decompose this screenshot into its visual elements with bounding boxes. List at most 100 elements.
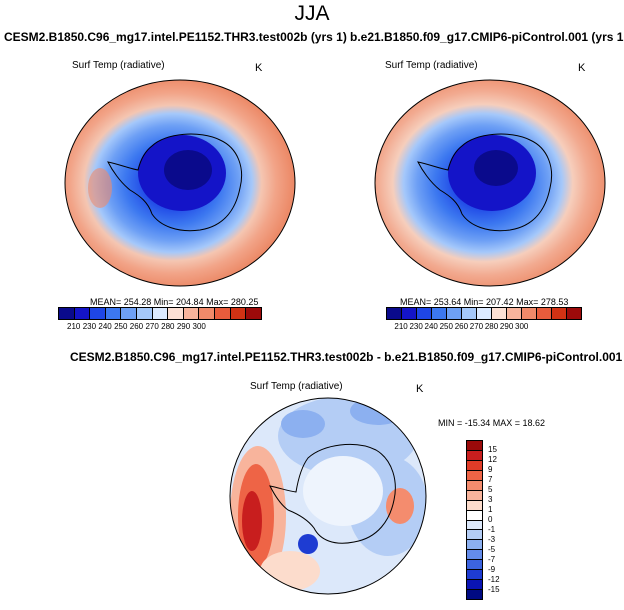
colorbar-swatch bbox=[387, 308, 402, 319]
colorbar-swatch bbox=[467, 480, 482, 491]
colorbar-swatch bbox=[417, 308, 432, 319]
colorbar-tick-label: 300 bbox=[515, 322, 529, 331]
colorbar-swatch bbox=[492, 308, 507, 319]
colorbar-tick-label: 1 bbox=[488, 505, 493, 514]
panel2-polar-map bbox=[374, 79, 606, 287]
panel3-antarctica-coastline bbox=[269, 444, 396, 544]
panel2-units: K bbox=[578, 62, 586, 74]
panel3-colorbar bbox=[466, 440, 483, 600]
colorbar-tick-label: 270 bbox=[145, 322, 159, 331]
colorbar-tick-label: 230 bbox=[82, 322, 97, 331]
colorbar-swatch bbox=[199, 308, 216, 319]
colorbar-tick-label: 300 bbox=[192, 322, 206, 331]
colorbar-tick-label: 240 bbox=[424, 322, 438, 331]
figure-title: JJA bbox=[294, 2, 330, 25]
colorbar-tick-label: -5 bbox=[488, 545, 496, 554]
colorbar-tick-label: 230 bbox=[409, 322, 423, 331]
panel1-antarctica-coastline bbox=[107, 133, 243, 232]
colorbar-swatch bbox=[121, 308, 138, 319]
colorbar-swatch bbox=[90, 308, 106, 319]
colorbar-swatch bbox=[467, 500, 482, 511]
colorbar-tick-label: 240 bbox=[98, 322, 112, 331]
colorbar-swatch bbox=[59, 308, 75, 319]
colorbar-swatch bbox=[168, 308, 184, 319]
colorbar-swatch bbox=[467, 580, 482, 591]
colorbar-swatch bbox=[467, 530, 482, 541]
colorbar-tick-label: 280 bbox=[484, 322, 499, 331]
colorbar-swatch bbox=[567, 308, 581, 319]
colorbar-swatch bbox=[183, 308, 200, 319]
colorbar-tick-label: 270 bbox=[469, 322, 484, 331]
colorbar-swatch bbox=[215, 308, 231, 319]
colorbar-swatch bbox=[230, 308, 247, 319]
colorbar-swatch bbox=[105, 308, 122, 319]
panel3-colorbar-ticks: 15 12 9 7 5 3 1 0 -1 -3 -5 -7 -9 -12 -15 bbox=[466, 440, 506, 600]
panel3-stats: MIN = -15.34 MAX = 18.62 bbox=[438, 418, 546, 428]
panel3-variable-label: Surf Temp (radiative) bbox=[250, 381, 343, 392]
panel1-polar-map bbox=[64, 79, 296, 287]
colorbar-swatch bbox=[447, 308, 462, 319]
colorbar-tick-label: 290 bbox=[176, 322, 191, 331]
panel1-map-border bbox=[64, 79, 296, 287]
colorbar-swatch bbox=[74, 308, 91, 319]
colorbar-tick-label: 260 bbox=[129, 322, 144, 331]
colorbar-tick-label: 5 bbox=[488, 485, 493, 494]
colorbar-swatch bbox=[467, 510, 482, 521]
colorbar-swatch bbox=[467, 560, 482, 571]
panel2-colorbar-ticks: 210 230 240 250 260 270 280 290 300 bbox=[386, 322, 582, 334]
colorbar-swatch bbox=[467, 470, 482, 481]
colorbar-swatch bbox=[467, 490, 482, 501]
colorbar-tick-label: 15 bbox=[488, 445, 497, 454]
colorbar-swatch bbox=[522, 308, 537, 319]
panel1-variable-label: Surf Temp (radiative) bbox=[72, 60, 165, 71]
colorbar-tick-label: 12 bbox=[488, 455, 497, 464]
colorbar-swatch bbox=[467, 460, 482, 471]
colorbar-swatch bbox=[467, 520, 482, 531]
colorbar-swatch bbox=[467, 540, 482, 551]
colorbar-swatch bbox=[552, 308, 567, 319]
colorbar-tick-label: 250 bbox=[114, 322, 128, 331]
panel1-title: CESM2.B1850.C96_mg17.intel.PE1152.THR3.t… bbox=[4, 30, 347, 44]
panel2-antarctica-coastline bbox=[417, 133, 553, 232]
colorbar-tick-label: -12 bbox=[488, 575, 500, 584]
colorbar-tick-label: 7 bbox=[488, 475, 493, 484]
colorbar-swatch bbox=[432, 308, 447, 319]
colorbar-swatch bbox=[246, 308, 261, 319]
colorbar-tick-label: 3 bbox=[488, 495, 493, 504]
colorbar-tick-label: 210 bbox=[394, 322, 408, 331]
colorbar-swatch bbox=[152, 308, 169, 319]
colorbar-tick-label: -15 bbox=[488, 585, 500, 594]
colorbar-tick-label: 9 bbox=[488, 465, 493, 474]
colorbar-tick-label: -3 bbox=[488, 535, 496, 544]
colorbar-swatch bbox=[477, 308, 492, 319]
colorbar-tick-label: -9 bbox=[488, 565, 496, 574]
colorbar-tick-label: 290 bbox=[499, 322, 514, 331]
panel3-units: K bbox=[416, 383, 424, 395]
colorbar-swatch bbox=[537, 308, 552, 319]
colorbar-tick-label: 0 bbox=[488, 515, 493, 524]
panel3-polar-map bbox=[229, 397, 427, 595]
colorbar-tick-label: -1 bbox=[488, 525, 496, 534]
colorbar-swatch bbox=[467, 590, 482, 599]
colorbar-swatch bbox=[467, 441, 482, 451]
panel2-title: b.e21.B1850.f09_g17.CMIP6-piControl.001 … bbox=[350, 30, 624, 44]
colorbar-swatch bbox=[402, 308, 417, 319]
panel2-colorbar bbox=[386, 307, 582, 320]
panel2-stats: MEAN= 253.64 Min= 207.42 Max= 278.53 bbox=[400, 297, 569, 307]
panel1-stats: MEAN= 254.28 Min= 204.84 Max= 280.25 bbox=[90, 297, 259, 307]
colorbar-swatch bbox=[462, 308, 477, 319]
panel3-map-border bbox=[229, 397, 427, 595]
colorbar-tick-label: 280 bbox=[161, 322, 175, 331]
colorbar-swatch bbox=[507, 308, 522, 319]
panel3-title: CESM2.B1850.C96_mg17.intel.PE1152.THR3.t… bbox=[70, 350, 623, 364]
colorbar-tick-label: -7 bbox=[488, 555, 496, 564]
panel2-variable-label: Surf Temp (radiative) bbox=[385, 60, 478, 71]
panel1-colorbar bbox=[58, 307, 262, 320]
colorbar-tick-label: 260 bbox=[454, 322, 469, 331]
colorbar-tick-label: 210 bbox=[67, 322, 81, 331]
panel1-colorbar-ticks: 210 230 240 250 260 270 280 290 300 bbox=[58, 322, 262, 334]
colorbar-swatch bbox=[467, 550, 482, 561]
panel2-map-border bbox=[374, 79, 606, 287]
colorbar-swatch bbox=[467, 570, 482, 581]
colorbar-tick-label: 250 bbox=[439, 322, 453, 331]
